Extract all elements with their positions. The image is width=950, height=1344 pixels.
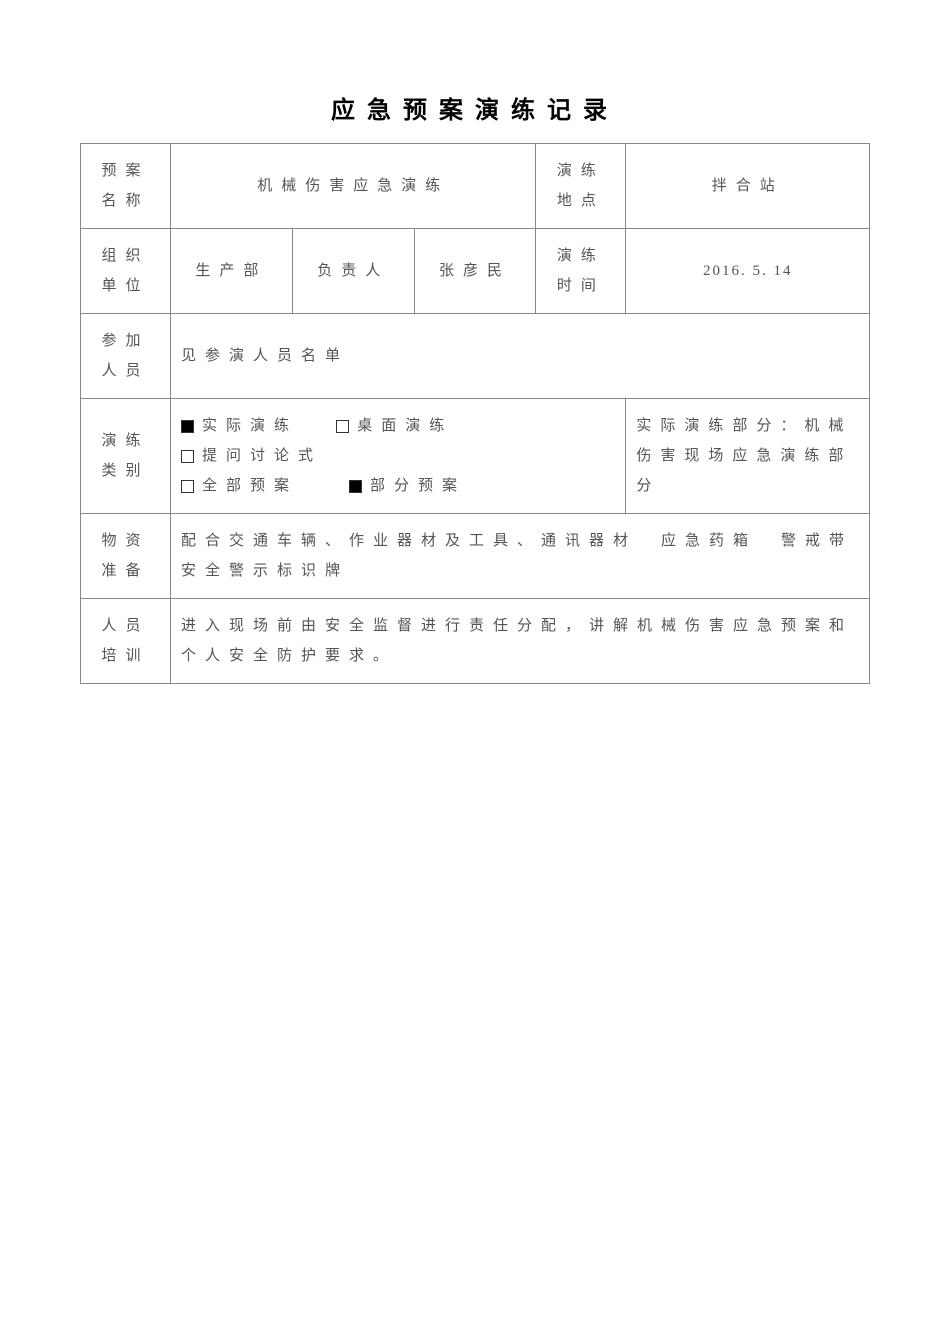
checkbox-icon [181,480,194,493]
option-text: 提问讨论式 [202,448,322,464]
drill-record-table: 预案名称 机械伤害应急演练 演练地点 拌合站 组织单位 生产部 负责人 张彦民 … [80,143,870,684]
option-text: 实际演练 [202,418,298,434]
drill-type-right: 实际演练部分：机械伤害现场应急演练部分 [626,399,870,514]
participants-label: 参加人员 [81,314,171,399]
plan-name-label: 预案名称 [81,144,171,229]
drill-time-label: 演练时间 [536,229,626,314]
option-text: 全部预案 [202,478,298,494]
training-value: 进入现场前由安全监督进行责任分配，讲解机械伤害应急预案和个人安全防护要求。 [171,599,870,684]
drill-type-options: 实际演练 桌面演练 提问讨论式 全部预案 部分预案 [171,399,626,514]
org-unit-value: 生产部 [171,229,293,314]
checkbox-icon [336,420,349,433]
checkbox-icon [349,480,362,493]
responsible-value: 张彦民 [414,229,536,314]
drill-location-value: 拌合站 [626,144,870,229]
drill-type-label: 演练类别 [81,399,171,514]
org-unit-label: 组织单位 [81,229,171,314]
option-text: 桌面演练 [357,418,453,434]
participants-value: 见参演人员名单 [171,314,870,399]
drill-time-value: 2016. 5. 14 [626,229,870,314]
document-title: 应急预案演练记录 [80,90,870,125]
plan-name-value: 机械伤害应急演练 [171,144,536,229]
responsible-label: 负责人 [292,229,414,314]
drill-location-label: 演练地点 [536,144,626,229]
checkbox-icon [181,420,194,433]
option-text: 部分预案 [370,478,466,494]
checkbox-icon [181,450,194,463]
training-label: 人员培训 [81,599,171,684]
materials-label: 物资准备 [81,514,171,599]
materials-value: 配合交通车辆、作业器材及工具、通讯器材 应急药箱 警戒带 安全警示标识牌 [171,514,870,599]
